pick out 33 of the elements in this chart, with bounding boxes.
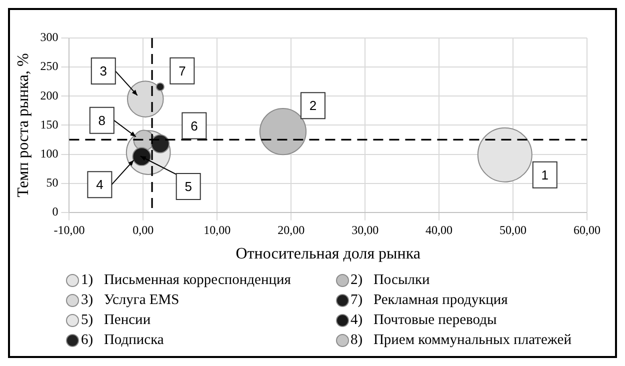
- y-tick-label: 250: [40, 59, 58, 74]
- y-tick-label: 200: [40, 88, 58, 102]
- annotation: 6: [190, 118, 198, 134]
- annotation: 2: [309, 98, 317, 114]
- x-axis-title: Относительная доля рынка: [236, 246, 420, 263]
- annotation: 4: [96, 177, 104, 192]
- annotation: 3: [100, 64, 108, 79]
- annotation: 5: [184, 179, 192, 194]
- y-tick-label: 300: [40, 30, 58, 44]
- x-tick-label: 20,00: [278, 222, 305, 237]
- legend-label: 3) Услуга EMS: [81, 292, 180, 309]
- annotation: 7: [178, 63, 186, 78]
- legend-label: 2) Посылки: [350, 272, 430, 289]
- legend-label: 7) Рекламная продукция: [350, 292, 508, 309]
- y-tick-label: 150: [40, 117, 58, 132]
- x-tick-label: 50,00: [500, 222, 527, 237]
- x-tick-label: 30,00: [352, 222, 379, 237]
- y-tick-label: 50: [46, 175, 58, 190]
- legend-label: 1) Письменная корреспонденция: [81, 272, 291, 289]
- x-tick-label: 60,00: [574, 222, 600, 237]
- x-tick-label: 0,00: [132, 222, 154, 237]
- x-tick-label: -10,00: [54, 222, 85, 237]
- legend-label: 8) Прием коммунальных платежей: [350, 332, 572, 349]
- annotation: 1: [541, 167, 549, 182]
- y-axis-title: Темп роста рынка, %: [14, 53, 32, 198]
- legend-label: 5) Пенсии: [81, 312, 151, 329]
- y-tick-label: 0: [52, 204, 58, 219]
- legend-label: 6) Подписка: [81, 332, 164, 349]
- x-tick-label: 10,00: [204, 222, 231, 237]
- y-tick-label: 100: [40, 146, 58, 160]
- legend-label: 4) Почтовые переводы: [350, 312, 497, 329]
- x-tick-label: 40,00: [426, 222, 453, 237]
- annotation: 8: [98, 112, 106, 128]
